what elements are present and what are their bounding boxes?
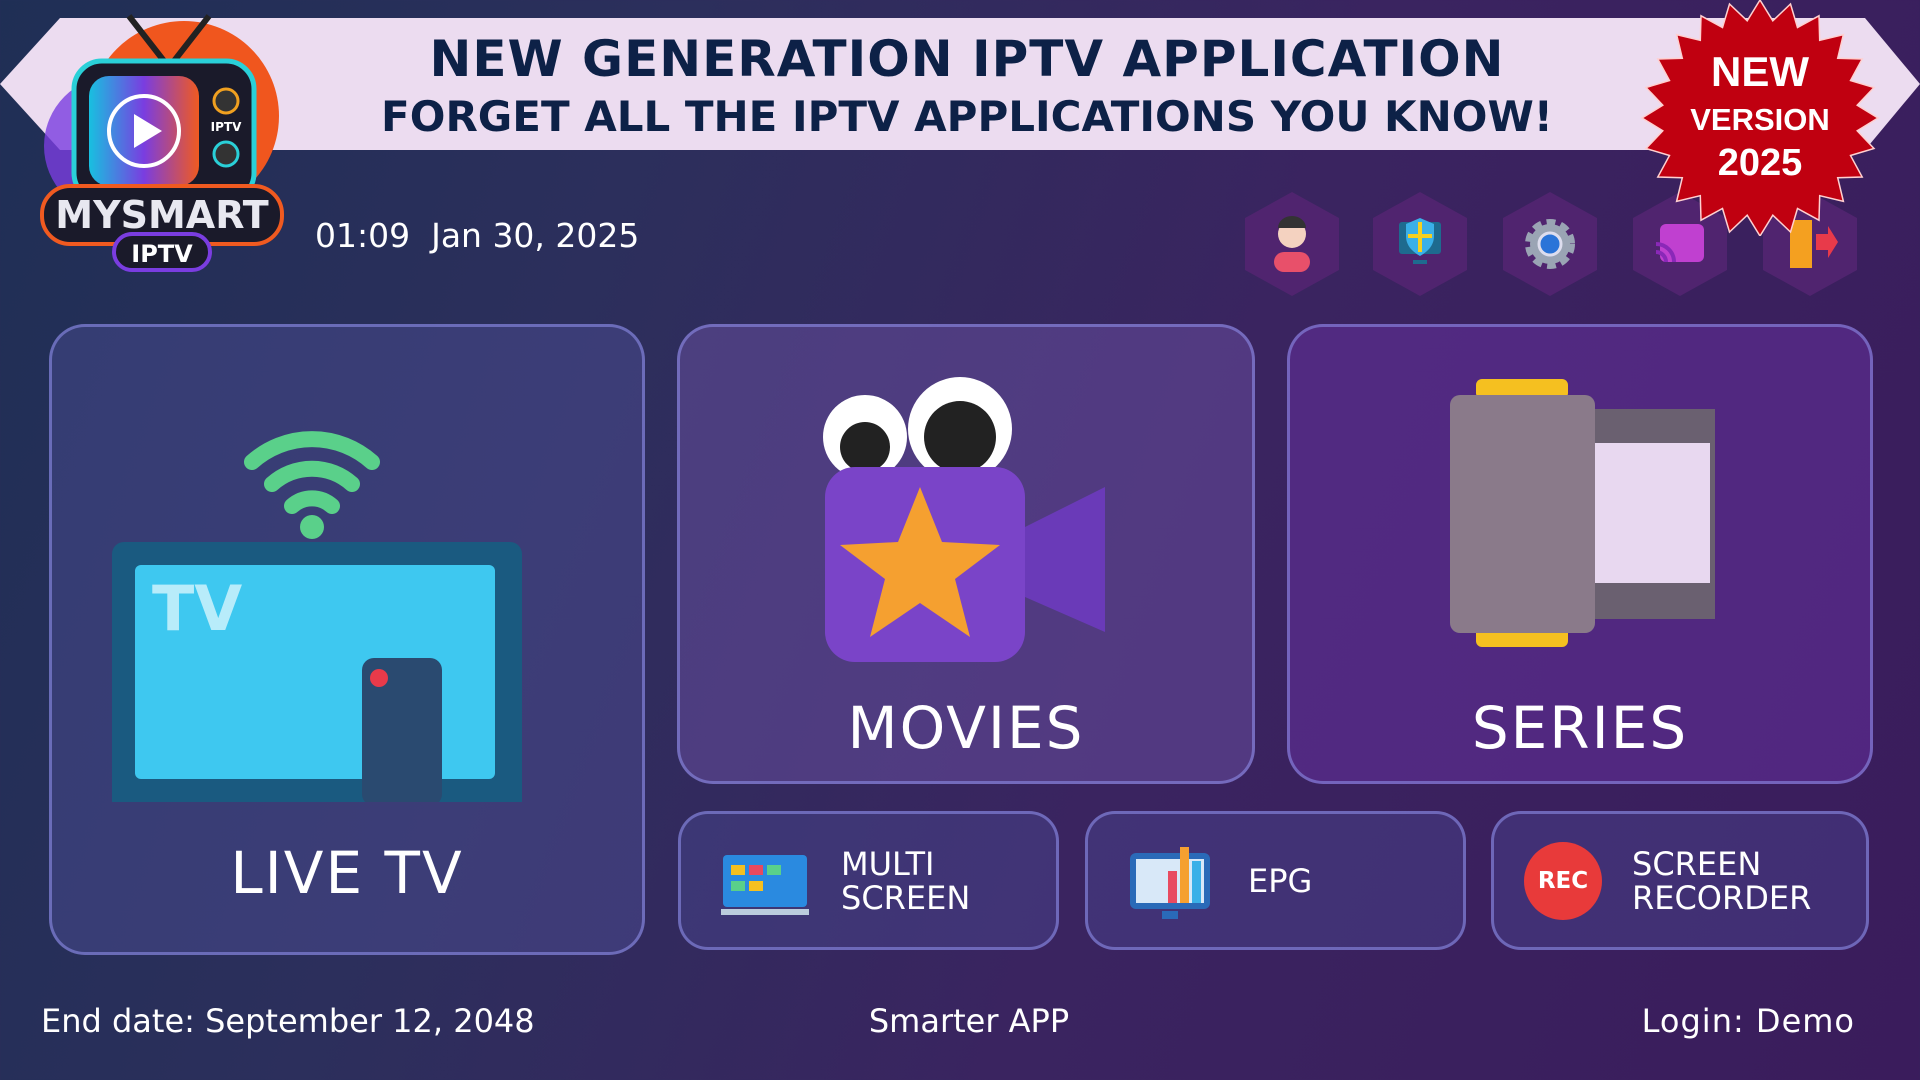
login-info: Login: Demo [1641, 1002, 1855, 1040]
multi-screen-icon [721, 854, 809, 915]
mysmart-iptv-logo: IPTV MYSMART IPTV [40, 14, 284, 272]
logo-tv-label: IPTV [211, 120, 242, 134]
settings-gear-icon [1525, 219, 1575, 269]
subscription-end-date: End date: September 12, 2048 [41, 1002, 535, 1040]
rec-icon: REC [1524, 841, 1602, 920]
movies-tile[interactable]: MOVIES [677, 324, 1255, 784]
cast-icon [1655, 224, 1704, 263]
promo-banner: NEW GENERATION IPTV APPLICATION FORGET A… [0, 18, 1920, 150]
screen-recorder-label: SCREEN RECORDER [1632, 844, 1812, 917]
epg-chart-icon [1130, 846, 1210, 919]
badge-line1: NEW [1711, 48, 1809, 95]
exit-door-icon [1790, 220, 1838, 268]
badge-line2: VERSION [1690, 102, 1830, 137]
live-tv-label: LIVE TV [230, 839, 464, 907]
live-tv-tile[interactable]: TV LIVE TV [49, 324, 645, 955]
movies-label: MOVIES [847, 694, 1085, 762]
starburst-seal [1640, 0, 1880, 236]
film-reel-icon [1450, 379, 1715, 647]
logo-subtext: IPTV [131, 240, 193, 268]
vpn-shield-icon [1399, 218, 1441, 264]
multi-screen-tile[interactable]: MULTI SCREEN [678, 811, 1059, 950]
banner-headline: NEW GENERATION IPTV APPLICATION [429, 30, 1505, 88]
epg-label: EPG [1248, 861, 1313, 900]
vpn-button[interactable] [1373, 192, 1467, 296]
screen-recorder-tile[interactable]: REC SCREEN RECORDER [1491, 811, 1869, 950]
badge-line3: 2025 [1717, 142, 1803, 184]
user-icon [1274, 216, 1310, 272]
clock-date: 01:09 Jan 30, 2025 [315, 216, 640, 255]
new-version-badge: NEW VERSION 2025 [1636, 0, 1884, 236]
series-tile[interactable]: SERIES [1287, 324, 1873, 784]
tv-remote-icon: TV [112, 431, 522, 802]
settings-button[interactable] [1503, 192, 1597, 296]
multi-screen-label: MULTI SCREEN [841, 844, 971, 917]
banner-subline: FORGET ALL THE IPTV APPLICATIONS YOU KNO… [381, 92, 1553, 141]
series-label: SERIES [1471, 694, 1689, 762]
tv-screen-text: TV [152, 572, 242, 645]
epg-tile[interactable]: EPG [1085, 811, 1466, 950]
profile-button[interactable] [1245, 192, 1339, 296]
logo-text: MYSMART [55, 193, 268, 237]
movie-camera-star-icon [823, 377, 1105, 662]
app-name: Smarter APP [868, 1002, 1070, 1040]
rec-badge-text: REC [1537, 867, 1589, 894]
